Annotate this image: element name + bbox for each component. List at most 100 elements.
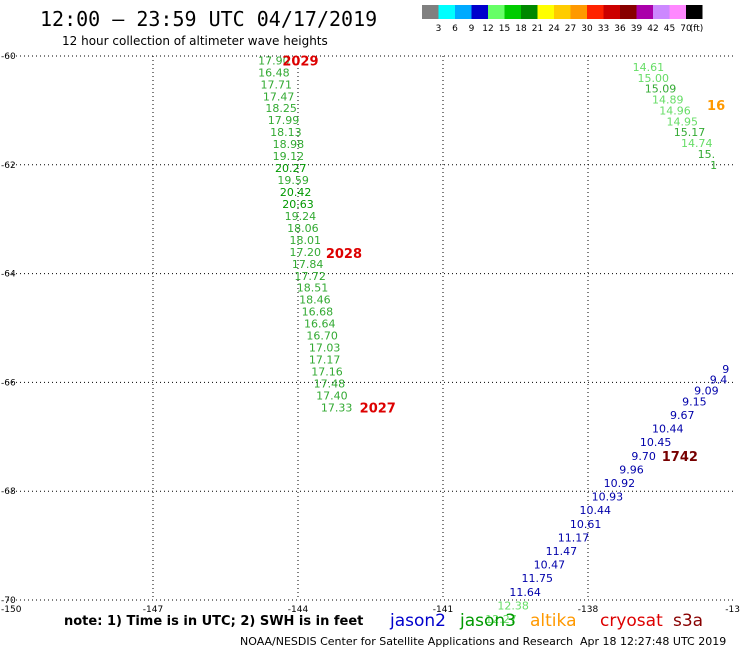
value-label-1-5: 14.95: [667, 115, 699, 128]
scale-label-6: 21: [532, 24, 543, 34]
scale-swatch-8: [554, 5, 571, 19]
pass-label-2: 2027: [360, 401, 396, 416]
value-label-0-20: 18.46: [299, 294, 331, 307]
scale-unit: (ft): [690, 24, 704, 34]
y-tick-label-2: -64: [1, 270, 16, 280]
scale-swatch-1: [438, 5, 455, 19]
value-label-0-10: 19.59: [277, 174, 309, 187]
scale-swatch-0: [422, 5, 439, 19]
value-label-2-16: 11.75: [522, 572, 554, 585]
value-label-1-9: 1: [710, 159, 717, 172]
value-label-0-27: 17.48: [314, 377, 346, 390]
scale-label-2: 9: [469, 24, 475, 34]
scale-label-1: 6: [452, 24, 458, 34]
value-label-0-21: 16.68: [302, 306, 334, 319]
value-label-2-2: 9.09: [694, 385, 719, 398]
satellite-legend: jason2 jason3 altika cryosat s3a: [389, 611, 703, 631]
value-label-2-3: 9.15: [682, 395, 707, 408]
value-label-1-4: 14.96: [659, 104, 691, 117]
value-label-0-6: 18.13: [270, 126, 302, 139]
value-label-2-4: 9.67: [670, 409, 695, 422]
x-tick-label-5: -13: [725, 605, 740, 615]
value-label-2-19: 12.27: [485, 613, 517, 626]
scale-swatch-7: [537, 5, 554, 19]
scale-label-10: 33: [598, 24, 609, 34]
value-label-2-14: 11.47: [546, 545, 578, 558]
value-label-2-13: 11.17: [558, 531, 590, 544]
scale-swatch-9: [570, 5, 587, 19]
value-label-0-23: 16.70: [306, 330, 338, 343]
value-label-0-15: 18.01: [290, 234, 322, 247]
value-label-2-12: 10.61: [570, 518, 602, 531]
note-text: note: 1) Time is in UTC; 2) SWH is in fe…: [64, 614, 363, 629]
value-label-2-11: 10.44: [580, 504, 612, 517]
value-label-2-18: 12.38: [497, 599, 529, 612]
value-label-2-1: 9.4: [710, 374, 728, 387]
scale-swatch-11: [603, 5, 620, 19]
value-label-1-8: 15.: [698, 148, 716, 161]
satellite-jason3: jason3: [459, 611, 516, 631]
scale-swatch-15: [669, 5, 686, 19]
satellite-s3a: s3a: [673, 611, 703, 631]
scale-swatch-4: [488, 5, 505, 19]
scale-swatch-14: [653, 5, 670, 19]
color-scale: 3 6 9 12 15 18 21 24 27 30 33 36 39 42 45 70(ft): [422, 5, 703, 34]
value-label-0-2: 17.71: [261, 78, 293, 91]
scale-label-0: 3: [436, 24, 442, 34]
chart-subtitle: 12 hour collection of altimeter wave hei…: [62, 34, 328, 48]
y-tick-label-4: -68: [1, 487, 16, 497]
value-label-0-22: 16.64: [304, 318, 336, 331]
satellite-jason2: jason2: [389, 611, 446, 631]
scale-label-15: 70: [680, 24, 692, 34]
value-label-0-11: 20.42: [280, 186, 312, 199]
y-tick-label-3: -66: [1, 378, 16, 388]
value-label-1-3: 14.89: [652, 94, 684, 107]
satellite-altika: altika: [530, 611, 577, 631]
satellite-cryosat: cryosat: [600, 611, 663, 631]
value-label-1-6: 15.17: [674, 126, 706, 139]
value-label-0-24: 17.03: [309, 342, 341, 355]
value-label-1-1: 15.00: [638, 72, 670, 85]
x-tick-label-1: -147: [143, 605, 163, 615]
value-label-0-14: 18.06: [287, 222, 319, 235]
scale-label-8: 27: [565, 24, 576, 34]
pass-label-1: 2028: [326, 247, 362, 262]
value-label-2-0: 9: [722, 363, 729, 376]
scale-label-7: 24: [548, 24, 560, 34]
scale-label-4: 15: [499, 24, 510, 34]
scale-swatch-5: [504, 5, 521, 19]
value-label-0-0: 17.90: [258, 54, 290, 67]
value-label-0-26: 17.16: [311, 366, 343, 379]
value-label-0-13: 19.24: [285, 210, 317, 223]
scale-label-14: 45: [664, 24, 675, 34]
x-tick-label-0: -150: [1, 605, 22, 615]
pass-label-3: 1742: [662, 450, 698, 465]
value-label-2-17: 11.64: [509, 586, 541, 599]
scale-swatch-13: [636, 5, 653, 19]
grid-lines: [8, 55, 733, 601]
wave-height-values: 17.9016.4817.7117.4718.2517.9918.1318.98…: [258, 54, 729, 626]
scale-label-9: 30: [581, 24, 593, 34]
value-label-2-5: 10.44: [652, 423, 684, 436]
value-label-0-9: 20.27: [275, 162, 307, 175]
scale-label-11: 36: [614, 24, 626, 34]
value-label-0-29: 17.33: [321, 401, 353, 414]
chart-title: 12:00 – 23:59 UTC 04/17/2019: [40, 7, 377, 31]
value-label-0-1: 16.48: [258, 66, 290, 79]
x-tick-label-2: -144: [288, 605, 309, 615]
value-label-2-15: 10.47: [534, 559, 566, 572]
value-label-0-18: 17.72: [294, 270, 326, 283]
pass-label-4: 16: [707, 99, 725, 114]
value-label-0-7: 18.98: [273, 138, 305, 151]
value-label-0-25: 17.17: [309, 354, 341, 367]
scale-swatch-6: [521, 5, 538, 19]
value-label-0-17: 17.84: [292, 258, 324, 271]
value-label-1-2: 15.09: [645, 83, 677, 96]
value-label-0-28: 17.40: [316, 389, 348, 402]
value-label-2-6: 10.45: [640, 436, 672, 449]
scale-label-3: 12: [482, 24, 493, 34]
y-tick-label-5: -70: [1, 596, 16, 606]
value-label-0-8: 19.12: [273, 150, 305, 163]
